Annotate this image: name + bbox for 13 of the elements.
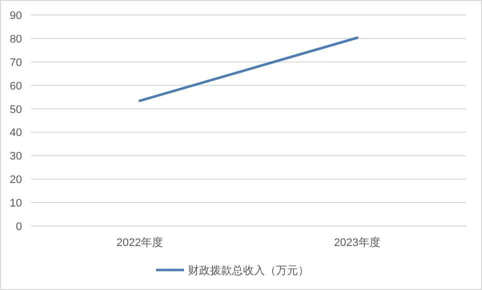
y-tick-label: 10 [10, 198, 22, 210]
legend-label: 财政拨款总收入（万元） [188, 264, 309, 277]
y-tick-label: 40 [10, 127, 22, 140]
x-tick-label: 2022年度 [116, 236, 163, 249]
y-tick-label: 50 [10, 104, 22, 116]
y-tick-label: 60 [10, 80, 22, 92]
y-tick-label: 80 [10, 33, 22, 46]
y-tick-label: 0 [16, 221, 22, 233]
y-tick-label: 90 [10, 10, 22, 22]
y-tick-label: 20 [10, 174, 22, 186]
x-tick-label: 2023年度 [334, 236, 380, 249]
y-tick-label: 30 [10, 150, 22, 163]
y-tick-label: 70 [10, 56, 22, 69]
